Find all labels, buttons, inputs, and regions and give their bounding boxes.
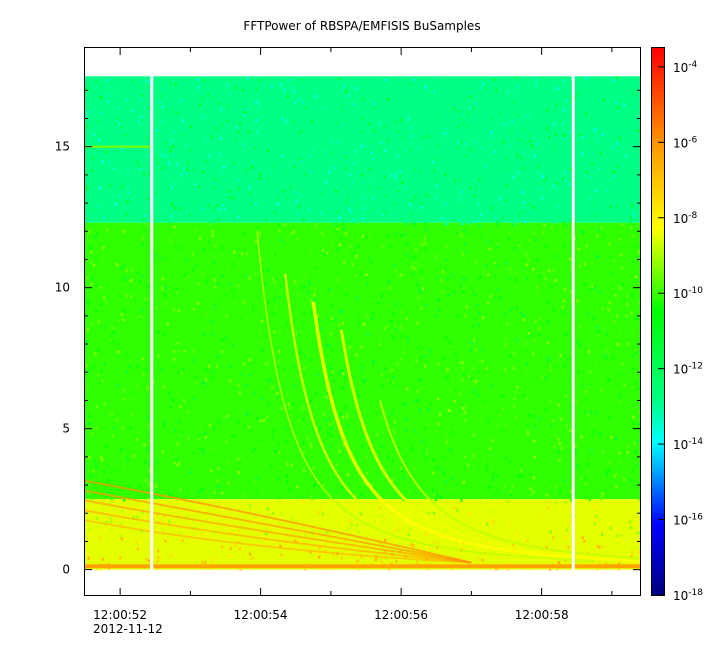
x-tick-label: 12:00:58: [515, 608, 569, 622]
no-data-bottom: [85, 570, 640, 596]
colorbar-tick-label: 10-10: [673, 286, 703, 301]
y-axis: 0 5 10 15: [55, 89, 640, 577]
y-tick-label: 5: [62, 422, 70, 436]
data-gaps: [85, 48, 640, 596]
whistler-traces: [84, 231, 641, 564]
colorbar-tick-label: 10-4: [673, 60, 698, 75]
y-tick-label: 10: [55, 281, 70, 295]
colorbar-tick-label: 10-14: [673, 437, 703, 452]
colorbar: 10-4 10-6 10-8 10-10 10-12 10-14 10-16 10-18: [651, 47, 703, 603]
colorbar-ticks: 10-4 10-6 10-8 10-10 10-12 10-14 10-16 10-18: [658, 60, 703, 603]
y-tick-label: 0: [62, 563, 70, 577]
plot-area: [84, 48, 641, 596]
colorbar-tick-label: 10-16: [673, 513, 703, 528]
no-data-top: [85, 48, 640, 77]
spectrogram-texture: [85, 76, 641, 573]
narrowband-line: [85, 145, 152, 148]
x-tick-label: 12:00:52: [93, 608, 147, 622]
data-gap-0: [150, 76, 154, 573]
colorbar-tick-label: 10-18: [673, 588, 703, 603]
x-tick-date-label: 2012-11-12: [93, 622, 163, 636]
colorbar-scale: [651, 47, 665, 596]
data-gap-1: [571, 76, 575, 573]
y-tick-label: 15: [55, 140, 70, 154]
colorbar-tick-label: 10-6: [673, 135, 698, 150]
x-axis: 12:00:52 12:00:54 12:00:56 12:00:58: [93, 48, 613, 622]
x-tick-label: 12:00:56: [374, 608, 428, 622]
colorbar-tick-label: 10-12: [673, 362, 703, 377]
spectrogram-image: [84, 48, 641, 595]
dc-line: [85, 564, 640, 569]
spectrum-band-0: [85, 76, 640, 223]
plot-frame: [84, 47, 641, 596]
chart-title: FFTPower of RBSPA/EMFISIS BuSamples: [243, 19, 480, 33]
x-tick-label: 12:00:54: [234, 608, 288, 622]
colorbar-tick-label: 10-8: [673, 211, 698, 226]
